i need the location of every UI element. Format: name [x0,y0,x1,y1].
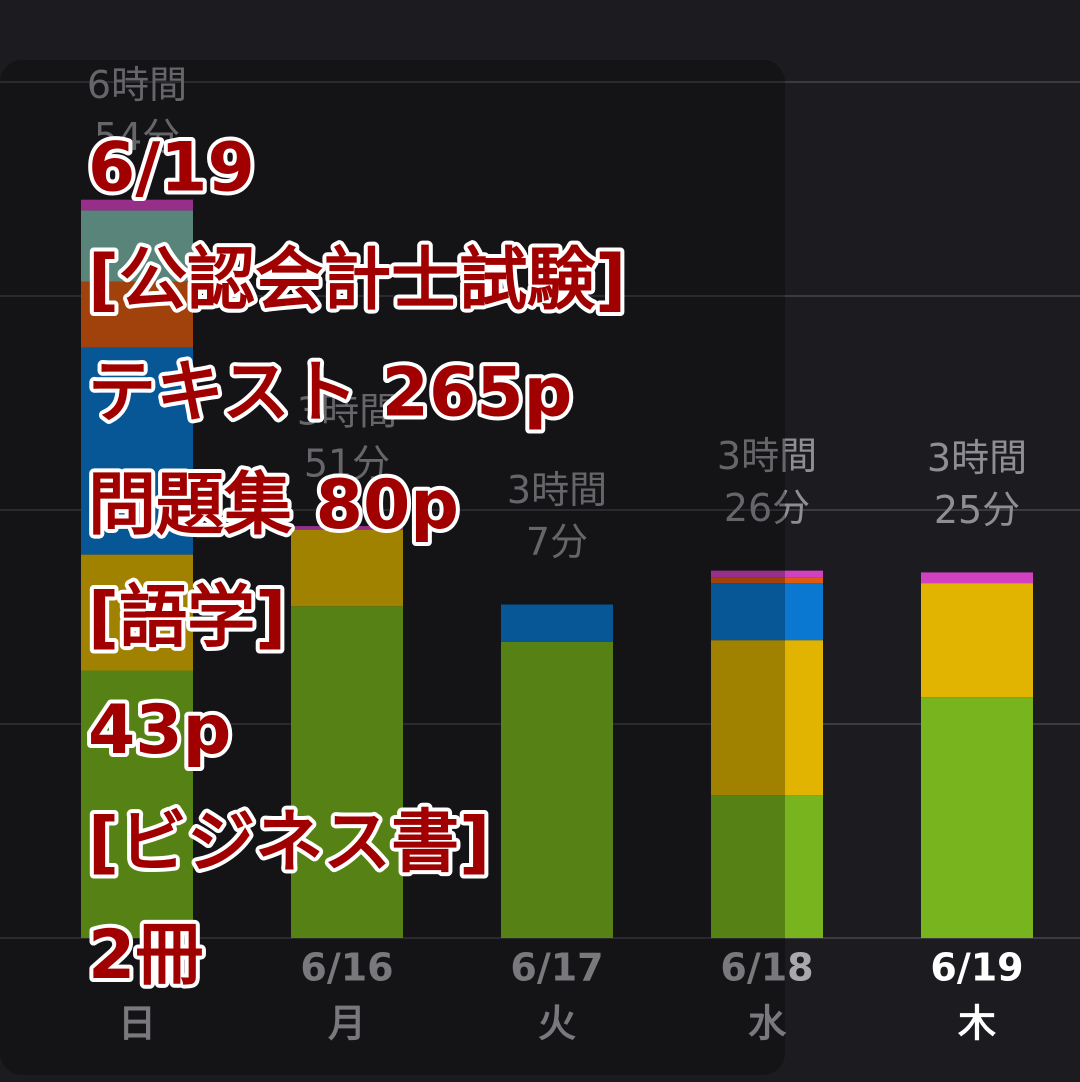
total-label: 7分 [526,520,588,564]
overlay-text: テキスト 265p [88,354,572,433]
total-label: 6時間 [87,63,187,107]
bar-segment [291,529,403,607]
x-tick-label: 6/18 [720,946,813,990]
bar-segment [291,526,403,530]
overlay-text: 6/19 [88,129,255,208]
total-label: 54分 [94,115,180,159]
bar-segment [81,670,193,938]
bar-segment [501,604,613,642]
x-tick-label: 6/16 [300,946,393,990]
x-tick-label: 6/17 [510,946,603,990]
bar-segment [711,577,823,584]
bar-segment [501,641,613,938]
weekday-label: 木 [958,1002,996,1046]
bar-segment [711,570,823,578]
bar-segment [921,572,1033,584]
weekday-label: 水 [748,1002,787,1046]
total-label: 51分 [304,442,390,486]
bar-segment [921,697,1033,938]
bar-segment [81,199,193,211]
weekday-label: 日 [118,1002,156,1046]
bar-segment [81,210,193,282]
overlay-text: [ビジネス書] [88,804,490,883]
total-label: 26分 [724,486,810,530]
overlay-text: 問題集 80p [88,466,459,545]
weekday-label: 火 [538,1002,576,1046]
overlay-panel [0,60,785,1075]
bar-segment [81,347,193,555]
bar-segment [711,583,823,641]
weekday-label: 月 [328,1002,366,1046]
total-label: 3時間 [927,436,1027,480]
bar-segment [81,554,193,671]
total-label: 3時間 [717,434,817,478]
bar-segment [711,795,823,938]
bar-segment [711,640,823,796]
total-label: 3時間 [507,468,607,512]
bar-segment [921,583,1033,698]
overlay-text: [語学] [88,579,286,658]
total-label: 25分 [934,488,1020,532]
overlay-text: 2冊 [88,916,203,995]
total-label: 3時間 [297,390,397,434]
overlay-text: [公認会計士試験] [88,241,626,320]
overlay-text: 43p [88,691,231,770]
x-tick-label: 6/19 [930,946,1023,990]
bar-segment [81,281,193,348]
bar-segment [291,606,403,938]
